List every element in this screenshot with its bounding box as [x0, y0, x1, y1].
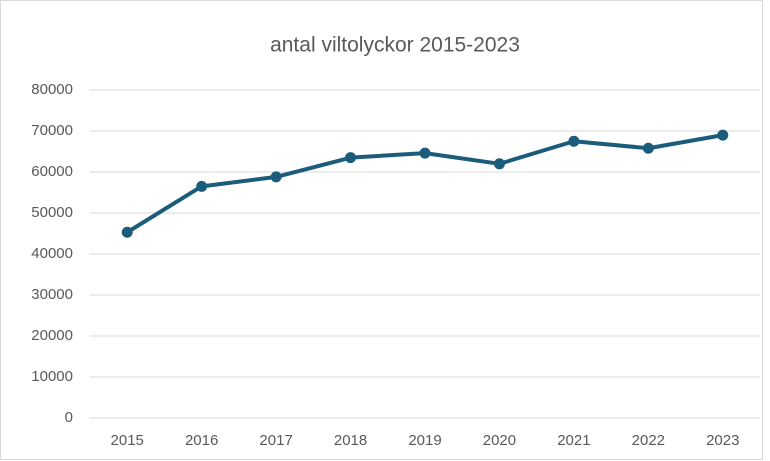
y-tick-label: 30000: [31, 286, 73, 303]
x-tick-label: 2020: [483, 432, 516, 449]
data-point: [345, 152, 357, 164]
data-point: [717, 129, 729, 141]
data-point: [196, 180, 208, 192]
x-tick-label: 2016: [185, 432, 218, 449]
y-tick-label: 20000: [31, 327, 73, 344]
y-tick-label: 80000: [31, 81, 73, 98]
x-tick-label: 2022: [632, 432, 665, 449]
x-tick-label: 2018: [334, 432, 367, 449]
data-point: [419, 147, 431, 159]
data-point: [121, 226, 133, 238]
y-tick-label: 70000: [31, 122, 73, 139]
x-tick-label: 2015: [111, 432, 144, 449]
chart-title: antal viltolyckor 2015-2023: [270, 34, 520, 57]
x-tick-label: 2017: [259, 432, 292, 449]
data-point: [493, 158, 505, 170]
data-point: [568, 135, 580, 147]
y-tick-label: 10000: [31, 368, 73, 385]
y-tick-label: 40000: [31, 245, 73, 262]
x-tick-label: 2021: [557, 432, 590, 449]
y-tick-label: 50000: [31, 204, 73, 221]
data-point: [642, 142, 654, 154]
x-tick-label: 2023: [706, 432, 739, 449]
data-point: [270, 171, 282, 183]
y-tick-label: 60000: [31, 163, 73, 180]
y-tick-label: 0: [65, 409, 73, 426]
x-tick-label: 2019: [408, 432, 441, 449]
